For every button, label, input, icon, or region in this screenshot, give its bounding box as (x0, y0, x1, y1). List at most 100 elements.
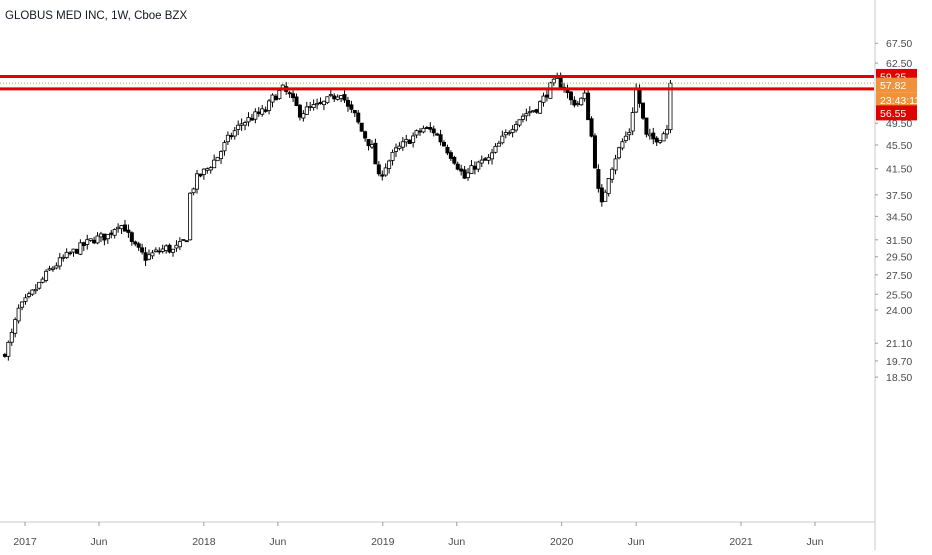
candle (6, 340, 11, 361)
candle (479, 155, 484, 167)
candle (647, 128, 652, 140)
candle (376, 161, 381, 177)
candle-body (428, 127, 433, 130)
candle (459, 164, 464, 176)
price-tick-label: 21.10 (886, 338, 912, 350)
candle-body (339, 95, 344, 99)
candle (490, 148, 495, 165)
candle-body (232, 130, 237, 137)
candle (534, 108, 539, 114)
candle-body (246, 117, 251, 123)
candle-body (438, 134, 443, 143)
candle (596, 164, 601, 193)
candle-body (236, 124, 241, 130)
candle-body (627, 132, 632, 136)
candle (57, 252, 62, 270)
candle (345, 96, 350, 112)
candle (136, 241, 141, 251)
candle (623, 131, 628, 143)
candle (246, 112, 251, 127)
candle (565, 84, 570, 99)
candle (390, 149, 395, 166)
candle-body (404, 138, 409, 143)
candle (26, 291, 31, 299)
candle (500, 130, 505, 145)
price-tick-label: 24.00 (886, 305, 912, 317)
candle (524, 108, 529, 122)
candle-body (335, 96, 340, 100)
candle-body (136, 243, 141, 248)
candle (431, 125, 436, 137)
candle (126, 224, 131, 238)
candle (404, 134, 409, 147)
candle-body (359, 122, 364, 132)
candle-body (393, 147, 398, 152)
chart-title: GLOBUS MED INC, 1W, Cboe BZX (5, 10, 188, 22)
candle (105, 234, 110, 244)
candle (603, 189, 608, 202)
candle-body (253, 111, 258, 120)
candle-body (260, 108, 265, 115)
candle-body (81, 242, 86, 247)
candle-body (363, 131, 368, 139)
candle-body (239, 123, 244, 126)
time-tick-label: 2020 (550, 536, 574, 548)
candle (243, 120, 248, 131)
price-tick-label: 41.50 (886, 164, 912, 176)
candle-body (476, 161, 481, 170)
candle (61, 254, 66, 262)
candle (133, 240, 138, 247)
candle (586, 90, 591, 121)
candle-body (308, 105, 313, 108)
candle-body (558, 76, 563, 88)
candle (558, 72, 563, 88)
candle (452, 155, 457, 165)
candle-body (483, 158, 488, 161)
candle (407, 139, 412, 144)
candle (13, 317, 18, 338)
candle-body (514, 124, 519, 131)
candle-body (356, 112, 361, 123)
candle (393, 143, 398, 157)
candle-body (668, 82, 673, 131)
candle-body (229, 135, 234, 138)
candle-body (538, 101, 543, 114)
candle (661, 131, 666, 142)
last-price-badge: 57.82 (876, 77, 917, 93)
candle (400, 137, 405, 151)
candle (164, 244, 169, 254)
candle-body (205, 168, 210, 171)
candle (579, 97, 584, 106)
candle-body (369, 144, 374, 148)
levels-layer (0, 74, 874, 91)
candle (150, 250, 155, 260)
candle (184, 240, 189, 243)
candle-body (291, 93, 296, 99)
candle (50, 266, 55, 272)
candle-body (387, 160, 392, 169)
candle-body (297, 104, 302, 118)
candle (651, 127, 656, 145)
candle-body (414, 130, 419, 136)
candle-body (448, 152, 453, 159)
candle (88, 238, 93, 242)
candle-body (243, 122, 248, 126)
candle-body (188, 192, 193, 241)
candle-body (95, 235, 100, 244)
candle-body (71, 248, 76, 253)
time-tick-label: 2018 (192, 536, 216, 548)
candle-body (318, 101, 323, 104)
candle-body (88, 238, 93, 241)
candle-body (215, 156, 220, 162)
candle-body (143, 252, 148, 261)
candle (332, 93, 337, 103)
candle (205, 167, 210, 174)
candle (119, 224, 124, 234)
candle-body (507, 132, 512, 135)
candle (215, 156, 220, 162)
candle (435, 132, 440, 136)
candle (20, 301, 25, 311)
candle (291, 90, 296, 103)
candle-body (85, 239, 90, 245)
